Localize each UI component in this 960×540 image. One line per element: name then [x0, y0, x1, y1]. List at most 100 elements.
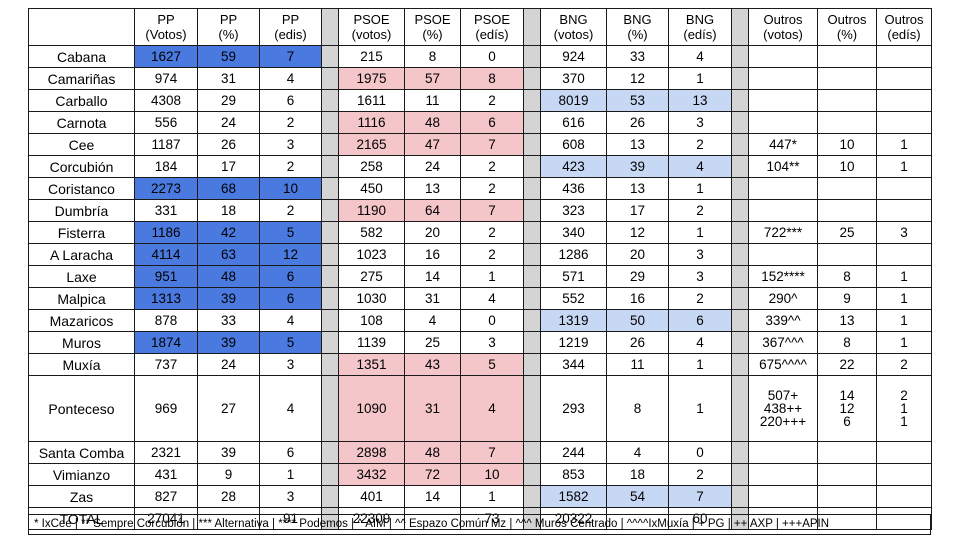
- separator-cell: [523, 441, 541, 464]
- separator-cell: [523, 45, 541, 68]
- separator-cell: [321, 8, 339, 46]
- separator-cell: [523, 287, 541, 310]
- outros-percent-cell: [817, 199, 877, 222]
- separator-cell: [321, 45, 339, 68]
- outros-votes-cell: 104**: [748, 155, 818, 178]
- pp-votes-cell: 431: [134, 463, 198, 486]
- pp-seats-cell: 5: [259, 331, 322, 354]
- separator-cell: [731, 45, 749, 68]
- bng-seats-cell: 3: [668, 243, 732, 266]
- table-row: Laxe 951 48 6 275 14 1 571 29 3 152**** 8 1: [28, 265, 932, 288]
- pp-votes-cell: 827: [134, 485, 198, 508]
- pp-percent-cell: 39: [197, 331, 260, 354]
- outros-votes-cell: 675^^^^: [748, 353, 818, 376]
- bng-votes-cell: 244: [540, 441, 607, 464]
- pp-percent-cell: 42: [197, 221, 260, 244]
- column-header-party: Outros: [827, 12, 867, 27]
- column-header-unit: (%): [836, 27, 858, 42]
- psoe-votes-cell: 2898: [338, 441, 405, 464]
- outros-votes-cell: 447*: [748, 133, 818, 156]
- bng-votes-cell: 1582: [540, 485, 607, 508]
- separator-cell: [321, 155, 339, 178]
- pp-seats-cell: 10: [259, 177, 322, 200]
- outros-percent-cell: [817, 111, 877, 134]
- municipality-name: Coristanco: [28, 177, 135, 200]
- cell-line: 2: [900, 388, 908, 403]
- psoe-percent-cell: 48: [404, 111, 461, 134]
- column-header: Outros (votos): [748, 8, 818, 46]
- bng-percent-cell: 13: [606, 133, 669, 156]
- table-row: A Laracha 4114 63 12 1023 16 2 1286 20 3: [28, 243, 932, 266]
- outros-votes-cell: [748, 441, 818, 464]
- separator-cell: [523, 133, 541, 156]
- psoe-percent-cell: 48: [404, 441, 461, 464]
- outros-votes-cell: [748, 89, 818, 112]
- pp-seats-cell: 4: [259, 375, 322, 442]
- outros-percent-cell: [817, 485, 877, 508]
- separator-cell: [523, 8, 541, 46]
- psoe-votes-cell: 1116: [338, 111, 405, 134]
- outros-seats-cell: 2: [876, 353, 932, 376]
- bng-votes-cell: 1219: [540, 331, 607, 354]
- bng-votes-cell: 436: [540, 177, 607, 200]
- municipality-name: Muros: [28, 331, 135, 354]
- psoe-votes-cell: 215: [338, 45, 405, 68]
- pp-percent-cell: 31: [197, 67, 260, 90]
- table-row: Coristanco 2273 68 10 450 13 2 436 13 1: [28, 177, 932, 200]
- table-row: Camariñas 974 31 4 1975 57 8 370 12 1: [28, 67, 932, 90]
- psoe-votes-cell: 1030: [338, 287, 405, 310]
- separator-cell: [731, 265, 749, 288]
- pp-percent-cell: 48: [197, 265, 260, 288]
- separator-cell: [523, 265, 541, 288]
- bng-percent-cell: 26: [606, 111, 669, 134]
- column-header-party: BNG: [685, 12, 715, 27]
- pp-seats-cell: 4: [259, 309, 322, 332]
- column-header-unit: (%): [218, 27, 239, 42]
- column-header-unit: (edís): [887, 27, 921, 42]
- outros-percent-cell: 8: [817, 331, 877, 354]
- municipality-name: Ponteceso: [28, 375, 135, 442]
- outros-percent-cell: [817, 89, 877, 112]
- separator-cell: [321, 199, 339, 222]
- bng-seats-cell: 7: [668, 485, 732, 508]
- separator-cell: [731, 463, 749, 486]
- bng-seats-cell: 3: [668, 111, 732, 134]
- table-row: Fisterra 1186 42 5 582 20 2 340 12 1 722*** 25 3: [28, 221, 932, 244]
- pp-seats-cell: 1: [259, 463, 322, 486]
- psoe-percent-cell: 20: [404, 221, 461, 244]
- psoe-seats-cell: 1: [460, 265, 524, 288]
- separator-cell: [321, 67, 339, 90]
- pp-votes-cell: 951: [134, 265, 198, 288]
- outros-percent-cell: 9: [817, 287, 877, 310]
- outros-votes-cell: [748, 199, 818, 222]
- pp-votes-cell: 1186: [134, 221, 198, 244]
- outros-votes-cell: 507+ 438++ 220+++: [748, 375, 818, 442]
- bng-votes-cell: 8019: [540, 89, 607, 112]
- cell-line: 12: [839, 401, 855, 416]
- psoe-seats-cell: 2: [460, 155, 524, 178]
- pp-votes-cell: 878: [134, 309, 198, 332]
- bng-percent-cell: 39: [606, 155, 669, 178]
- outros-seats-cell: [876, 199, 932, 222]
- column-header-unit: (edís): [683, 27, 717, 42]
- psoe-votes-cell: 1975: [338, 67, 405, 90]
- outros-votes-cell: [748, 177, 818, 200]
- table-row: Muros 1874 39 5 1139 25 3 1219 26 4 367^^^ 8 1: [28, 331, 932, 354]
- bng-percent-cell: 29: [606, 265, 669, 288]
- psoe-seats-cell: 2: [460, 243, 524, 266]
- pp-votes-cell: 1187: [134, 133, 198, 156]
- outros-votes-cell: [748, 463, 818, 486]
- column-header-party: Outros: [763, 12, 803, 27]
- pp-percent-cell: 29: [197, 89, 260, 112]
- psoe-votes-cell: 1190: [338, 199, 405, 222]
- cell-line: 1: [900, 414, 908, 429]
- separator-cell: [321, 463, 339, 486]
- separator-cell: [523, 309, 541, 332]
- municipality-name: Santa Comba: [28, 441, 135, 464]
- column-header-party: PP: [157, 12, 175, 27]
- column-header-party: PP: [219, 12, 238, 27]
- bng-percent-cell: 4: [606, 441, 669, 464]
- separator-cell: [731, 331, 749, 354]
- separator-cell: [731, 221, 749, 244]
- outros-seats-cell: [876, 67, 932, 90]
